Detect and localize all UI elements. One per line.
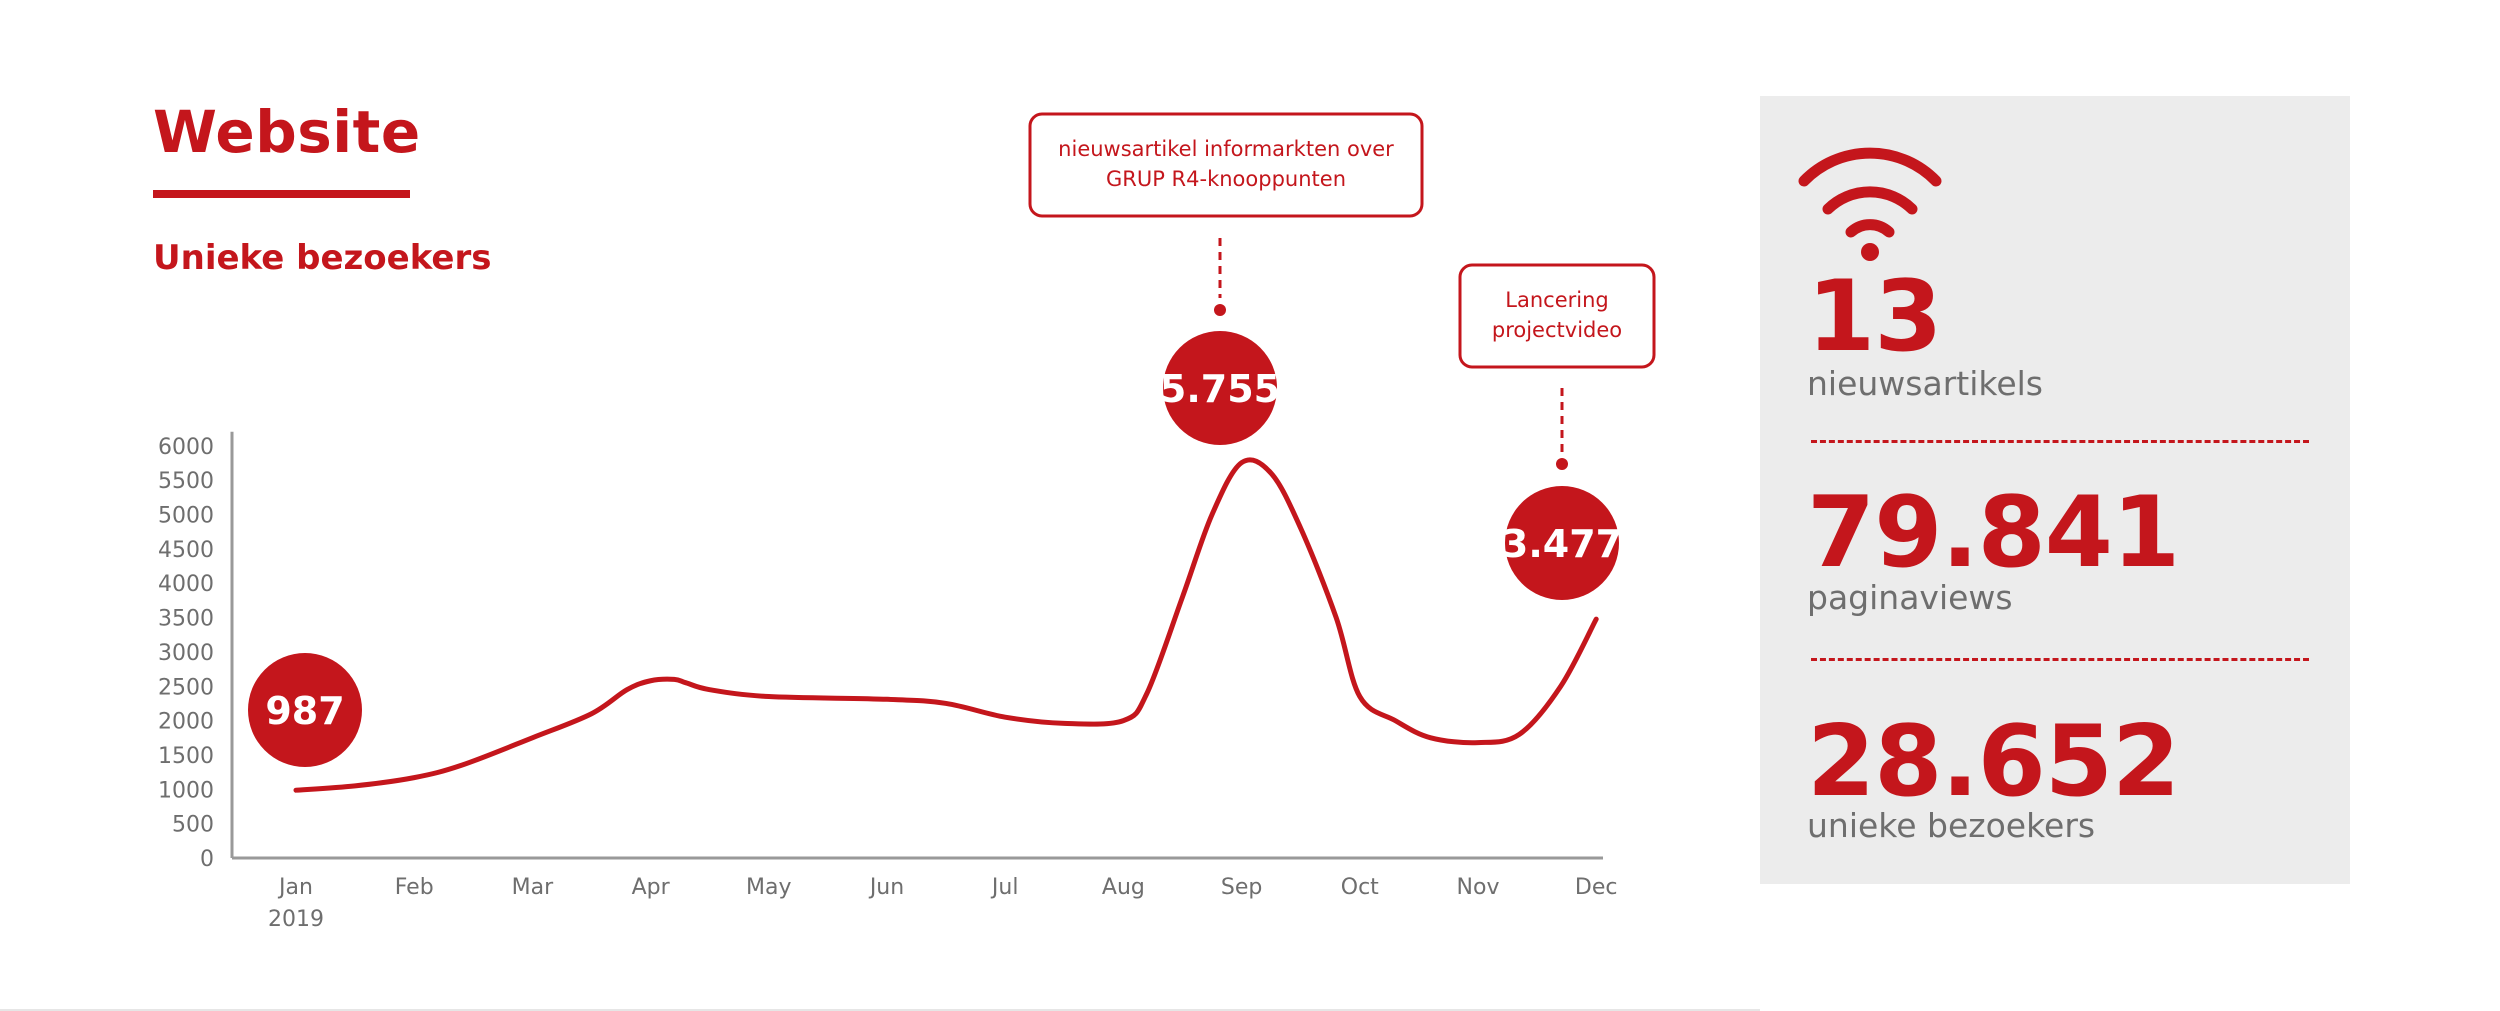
- y-tick-label: 0: [200, 847, 214, 872]
- annotation-text: Lancering: [1505, 288, 1608, 312]
- annotation-box: [1028, 112, 1424, 218]
- series-line: [293, 457, 1599, 793]
- y-tick-label: 5500: [158, 469, 214, 494]
- stat-label-news-articles: nieuwsartikels: [1807, 364, 2043, 403]
- bottom-rule: [0, 1009, 1760, 1011]
- y-tick-label: 4000: [158, 572, 214, 597]
- data-label-bubble: [1163, 331, 1277, 445]
- stat-label-pageviews: paginaviews: [1807, 578, 2013, 617]
- stat-divider: [1811, 658, 2309, 661]
- visitors-line-chart: 0 500 1000 1500 2000 2500 3000 3500 4000 4500 5000…: [158, 112, 1656, 932]
- annotation-text: GRUP R4-knooppunten: [1106, 167, 1346, 191]
- title-underline: [153, 190, 410, 198]
- data-label: 5.755: [1160, 367, 1280, 411]
- stat-divider: [1811, 440, 2309, 443]
- stat-label-unique-visitors: unieke bezoekers: [1807, 806, 2096, 845]
- x-tick-label: Nov: [1457, 875, 1500, 900]
- y-tick-label: 6000: [158, 435, 214, 460]
- y-tick-label: 1500: [158, 744, 214, 769]
- y-tick-label: 3000: [158, 641, 214, 666]
- y-tick-label: 2000: [158, 710, 214, 735]
- data-label: 987: [265, 689, 344, 733]
- y-tick-label: 1000: [158, 778, 214, 803]
- x-tick-label: May: [746, 875, 791, 900]
- annotation-text: projectvideo: [1492, 318, 1622, 342]
- x-tick-label: Jan: [277, 875, 313, 900]
- x-tick-label: Jul: [990, 875, 1019, 900]
- y-tick-label: 3500: [158, 607, 214, 632]
- y-tick-label: 4500: [158, 538, 214, 563]
- y-tick-label: 5000: [158, 504, 214, 529]
- annotation-dot: [1214, 304, 1226, 316]
- x-tick-label: Mar: [512, 875, 554, 900]
- annotation-box: [1458, 263, 1656, 369]
- x-tick-label: Feb: [395, 875, 434, 900]
- stats-panel: 13 nieuwsartikels 79.841 paginaviews 28.…: [1760, 96, 2350, 884]
- data-label: 3.477: [1502, 522, 1622, 566]
- data-label-bubble: [248, 653, 362, 767]
- x-tick-label: Aug: [1102, 875, 1145, 900]
- x-tick-label: Oct: [1341, 875, 1379, 900]
- annotation-text: nieuwsartikel informarkten over: [1058, 137, 1394, 161]
- stat-value-pageviews: 79.841: [1807, 476, 2180, 590]
- y-tick-label: 2500: [158, 675, 214, 700]
- x-tick-label: Dec: [1575, 875, 1618, 900]
- chart-subtitle: Unieke bezoekers: [153, 238, 492, 278]
- stat-value-news-articles: 13: [1807, 260, 1942, 374]
- stat-value-unique-visitors: 28.652: [1807, 705, 2180, 819]
- x-tick-label: Apr: [632, 875, 671, 900]
- x-tick-label: Sep: [1221, 875, 1262, 900]
- wifi-icon: [1798, 147, 1942, 261]
- data-label-bubble: [1505, 486, 1619, 600]
- annotation-dot: [1556, 458, 1568, 470]
- x-tick-label: Jun: [868, 875, 904, 900]
- page-title: Website: [153, 98, 421, 166]
- y-tick-label: 500: [172, 813, 214, 838]
- x-tick-sublabel: 2019: [268, 907, 324, 932]
